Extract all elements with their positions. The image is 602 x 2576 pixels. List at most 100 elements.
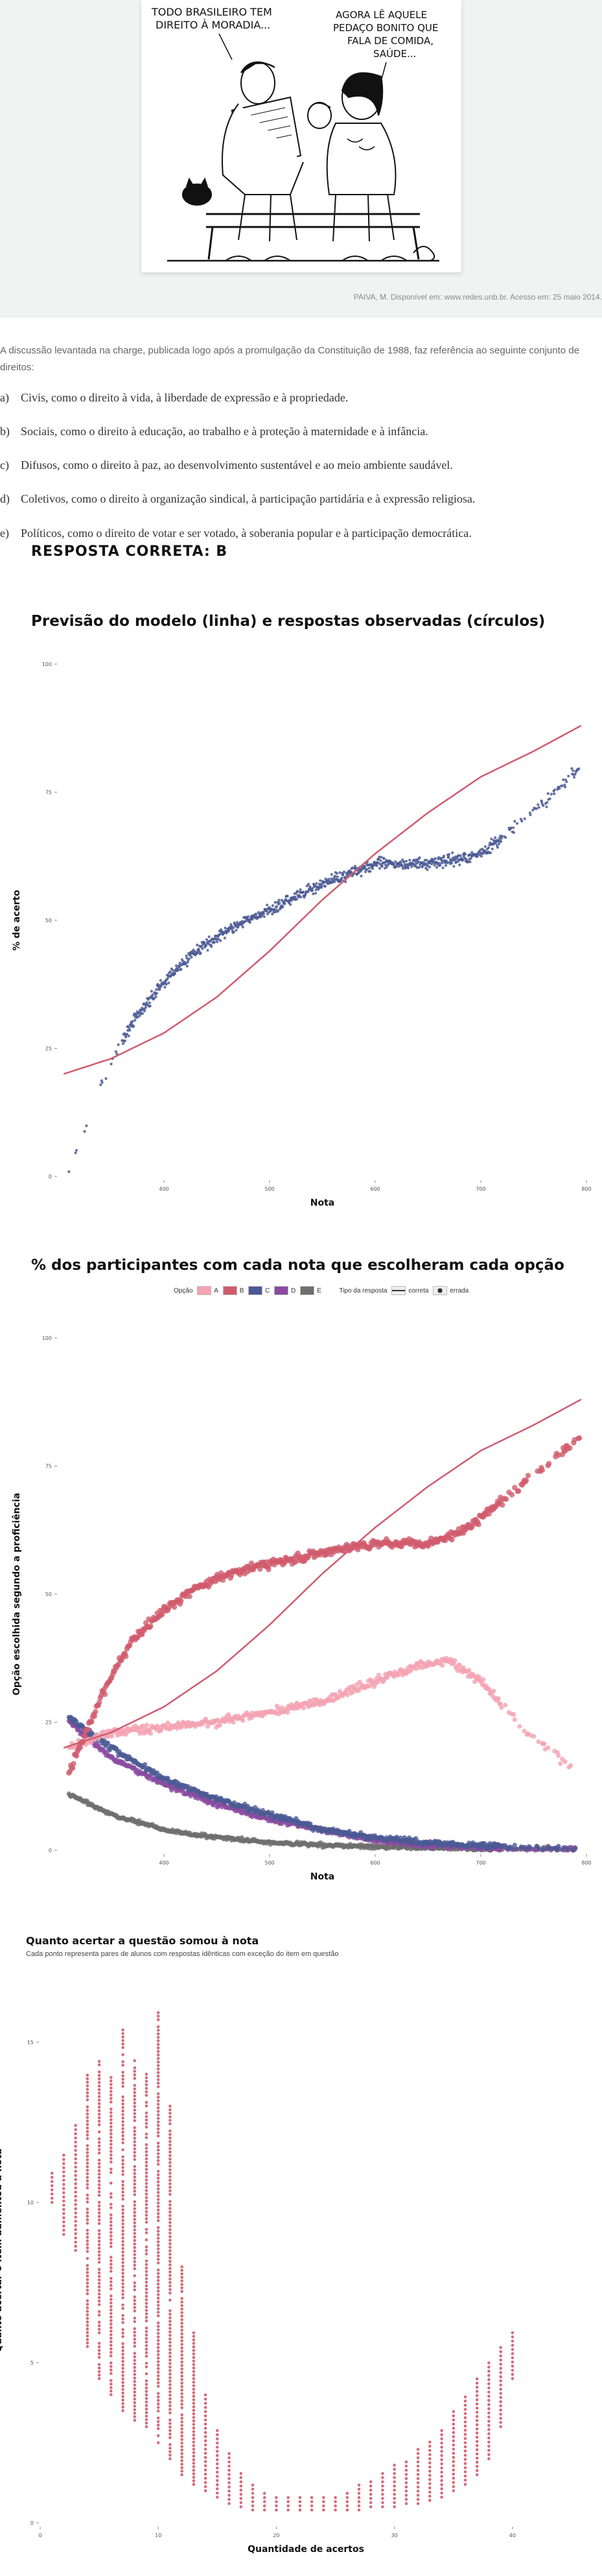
pair-point — [133, 2217, 137, 2221]
pair-point — [121, 2215, 124, 2219]
pair-point — [86, 2331, 89, 2334]
bubble-left-line1: TODO BRASILEIRO TEM — [151, 6, 272, 18]
pair-point — [404, 2502, 408, 2505]
pair-point — [499, 2396, 502, 2400]
cartoon-image: TODO BRASILEIRO TEM DIREITO À MORADIA...… — [141, 0, 461, 272]
observed-point — [299, 888, 302, 891]
pair-point — [86, 2211, 89, 2214]
pair-point — [192, 2402, 196, 2405]
observed-point — [402, 860, 406, 863]
pair-point — [381, 2501, 384, 2505]
pair-point — [440, 2441, 443, 2445]
pair-point — [121, 2243, 124, 2247]
pair-point — [192, 2416, 196, 2419]
pair-point — [121, 2194, 124, 2197]
observed-point — [310, 889, 314, 892]
pair-point — [145, 2150, 148, 2154]
pair-point — [97, 2180, 101, 2183]
pair-point — [133, 2330, 137, 2334]
observed-point — [469, 860, 472, 864]
pair-point — [180, 2448, 184, 2452]
pair-point — [121, 2356, 124, 2359]
pair-point — [251, 2496, 255, 2499]
option-letter: a) — [0, 391, 9, 404]
pair-point — [97, 2310, 101, 2313]
pair-point — [97, 2278, 101, 2282]
pair-point — [110, 2361, 113, 2365]
pair-point — [121, 2278, 124, 2282]
pair-point — [121, 2370, 124, 2374]
pair-point — [110, 2234, 113, 2238]
observed-point — [561, 784, 564, 787]
pair-point — [192, 2352, 196, 2355]
pair-point — [97, 2236, 101, 2239]
pair-point — [145, 2260, 148, 2263]
pair-point — [156, 2110, 160, 2113]
pair-point — [463, 2450, 467, 2453]
pair-point — [156, 2085, 160, 2088]
observed-point — [190, 955, 193, 959]
pair-point — [416, 2456, 420, 2459]
pair-point — [110, 2256, 113, 2259]
option-a-point — [137, 1731, 143, 1736]
option-a-point — [345, 1692, 350, 1698]
pair-point — [156, 2141, 160, 2145]
pair-point — [133, 2404, 137, 2408]
pair-point — [180, 2396, 184, 2399]
pair-point — [168, 2147, 172, 2151]
observed-point — [265, 910, 268, 913]
pair-point — [487, 2415, 491, 2419]
pair-point — [97, 2324, 101, 2328]
option-b-point — [102, 1691, 108, 1697]
pair-point — [168, 2323, 172, 2326]
pair-point — [145, 2379, 148, 2383]
pair-point — [86, 2246, 89, 2250]
pair-point — [475, 2431, 479, 2435]
observed-point — [504, 836, 507, 839]
option-text: Políticos, como o direito de votar e ser… — [21, 527, 472, 540]
observed-point — [333, 880, 336, 883]
pair-point — [86, 2088, 89, 2091]
legend-swatch-errada — [433, 1286, 448, 1295]
observed-point — [314, 884, 317, 888]
pair-point — [110, 2294, 113, 2298]
pair-point — [251, 2483, 255, 2487]
observed-point — [165, 983, 168, 986]
pair-point — [145, 2309, 148, 2312]
pair-point — [97, 2137, 101, 2141]
pair-point — [97, 2165, 101, 2169]
pair-point — [428, 2444, 432, 2448]
pair-point — [180, 2402, 184, 2406]
pair-point — [168, 2348, 172, 2351]
pair-point — [168, 2407, 172, 2411]
option-b-point — [85, 1726, 91, 1732]
pair-point — [145, 2273, 148, 2277]
pair-point — [168, 2189, 172, 2193]
pair-point — [121, 2268, 124, 2271]
pair-point — [334, 2508, 337, 2512]
option-b-point — [516, 1488, 522, 1494]
pair-point — [416, 2477, 420, 2481]
pair-point — [216, 2483, 219, 2487]
pair-point — [145, 2221, 148, 2224]
pair-point — [110, 2269, 113, 2273]
pair-point — [110, 2330, 113, 2333]
pair-point — [86, 2320, 89, 2324]
option-c-point — [573, 1845, 578, 1851]
pair-point — [168, 2313, 172, 2316]
observed-point — [528, 811, 531, 815]
pair-point — [156, 2103, 160, 2106]
pair-point — [145, 2397, 148, 2400]
pair-point — [168, 2457, 172, 2461]
chart1-ytick-label: 75 — [45, 790, 52, 796]
pair-point — [110, 2181, 113, 2185]
pair-point — [133, 2224, 137, 2228]
pair-point — [121, 2032, 124, 2035]
option-a-point — [522, 1728, 527, 1734]
observed-point — [246, 915, 249, 918]
pair-point — [156, 2311, 160, 2314]
pair-point — [251, 2487, 255, 2491]
pair-point — [168, 2175, 172, 2178]
pair-point — [168, 2242, 172, 2245]
observed-point — [442, 854, 446, 858]
